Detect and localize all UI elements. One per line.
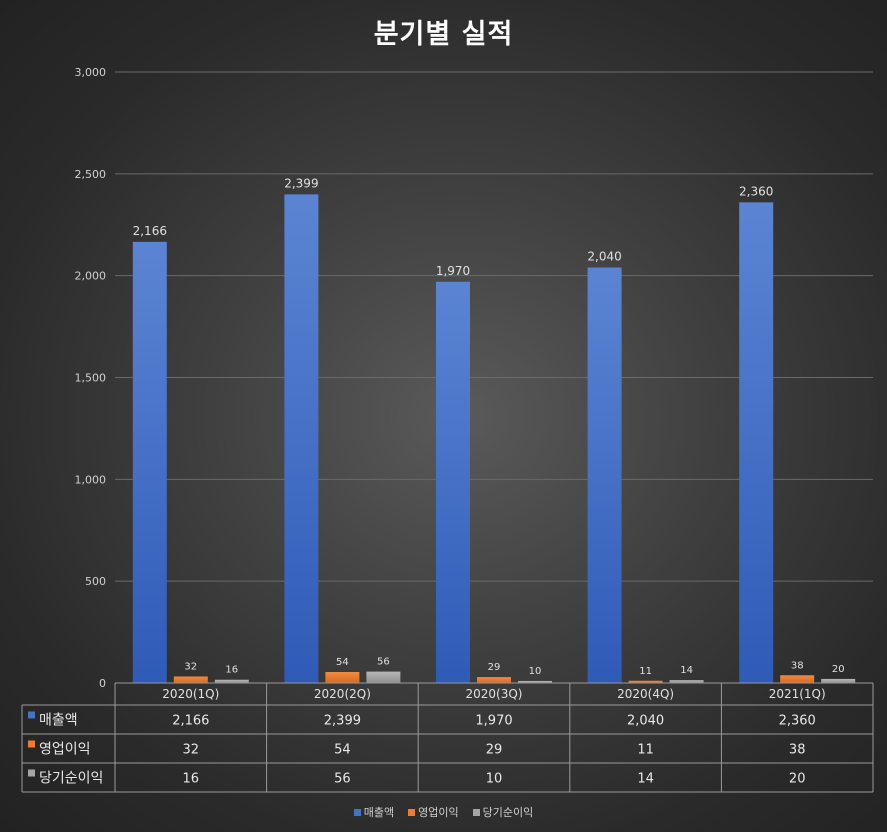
table-cell: 14 (637, 772, 654, 787)
data-label: 14 (680, 665, 693, 676)
bar-매출액 (739, 202, 774, 683)
bar-당기순이익 (366, 671, 401, 683)
table-cell: 29 (486, 743, 503, 758)
bar-영업이익 (780, 675, 815, 683)
bar-영업이익 (477, 677, 511, 683)
table-cell: 10 (486, 772, 503, 787)
legend-item: 매출액 (353, 804, 395, 820)
table-cell: 32 (183, 743, 200, 758)
table-cell: 54 (334, 743, 351, 758)
data-label: 20 (832, 664, 845, 675)
table-cell: 11 (637, 743, 654, 758)
category-label: 2020(2Q) (314, 687, 371, 701)
table-cell: 38 (789, 743, 806, 758)
table-cell: 2,040 (627, 714, 664, 729)
y-tick-label: 0 (99, 677, 106, 690)
table-legend-swatch (28, 769, 35, 777)
chart-title: 분기별 실적 (373, 19, 514, 50)
table-cell: 2,360 (779, 714, 816, 729)
y-tick-label: 2,000 (75, 270, 107, 283)
y-tick-label: 3,000 (75, 66, 107, 79)
legend-item: 영업이익 (408, 804, 459, 820)
bar-당기순이익 (669, 680, 704, 683)
data-label: 1,970 (436, 264, 470, 278)
data-label: 2,360 (739, 184, 773, 198)
data-label: 16 (225, 665, 238, 676)
data-label: 11 (639, 666, 652, 677)
data-label: 2,166 (133, 224, 167, 238)
table-row-label: 당기순이익 (39, 771, 103, 787)
table-cell: 16 (183, 772, 200, 787)
data-label: 10 (529, 666, 542, 677)
table-cell: 2,166 (172, 714, 209, 729)
legend-label: 영업이익 (418, 806, 459, 819)
bar-chart: 0 500 1,000 1,500 2,000 2,500 3,000 2,166 32 16 2… (21, 66, 874, 793)
data-label: 2,040 (587, 250, 621, 264)
bar-영업이익 (173, 676, 208, 683)
category-label: 2020(3Q) (466, 687, 523, 701)
bar-매출액 (587, 267, 622, 683)
data-label: 38 (791, 660, 804, 671)
legend-label: 매출액 (363, 806, 395, 819)
category-label: 2020(4Q) (617, 687, 674, 701)
table-legend-swatch (28, 740, 35, 748)
legend-swatch (353, 808, 361, 816)
y-tick-label: 500 (85, 575, 106, 588)
legend-item: 당기순이익 (472, 804, 534, 820)
legend-swatch (472, 808, 480, 816)
y-tick-label: 1,500 (75, 372, 107, 385)
data-label: 56 (377, 657, 390, 668)
bar-당기순이익 (821, 678, 856, 683)
table-legend-swatch (28, 711, 35, 719)
table-cell: 56 (334, 772, 351, 787)
bar-매출액 (132, 241, 167, 683)
y-tick-label: 2,500 (75, 168, 107, 181)
y-tick-label: 1,000 (75, 473, 107, 486)
legend-swatch (408, 808, 416, 816)
data-label: 32 (184, 661, 197, 672)
bar-영업이익 (628, 680, 663, 683)
bar-영업이익 (325, 672, 360, 683)
legend: 매출액 영업이익 당기순이익 (0, 804, 887, 820)
table-cell: 2,399 (324, 714, 361, 729)
bar-당기순이익 (518, 680, 552, 683)
data-label: 29 (488, 662, 501, 673)
bar-당기순이익 (214, 679, 249, 683)
data-label: 2,399 (284, 176, 318, 190)
table-cell: 20 (789, 772, 806, 787)
table-row-label: 매출액 (39, 713, 78, 729)
table-row-label: 영업이익 (39, 742, 91, 758)
bar-매출액 (284, 194, 319, 683)
category-label: 2020(1Q) (162, 687, 219, 701)
legend-label: 당기순이익 (482, 806, 534, 819)
category-label: 2021(1Q) (769, 687, 826, 701)
table-cell: 1,970 (475, 714, 512, 729)
data-label: 54 (336, 657, 349, 668)
bar-매출액 (436, 281, 470, 683)
